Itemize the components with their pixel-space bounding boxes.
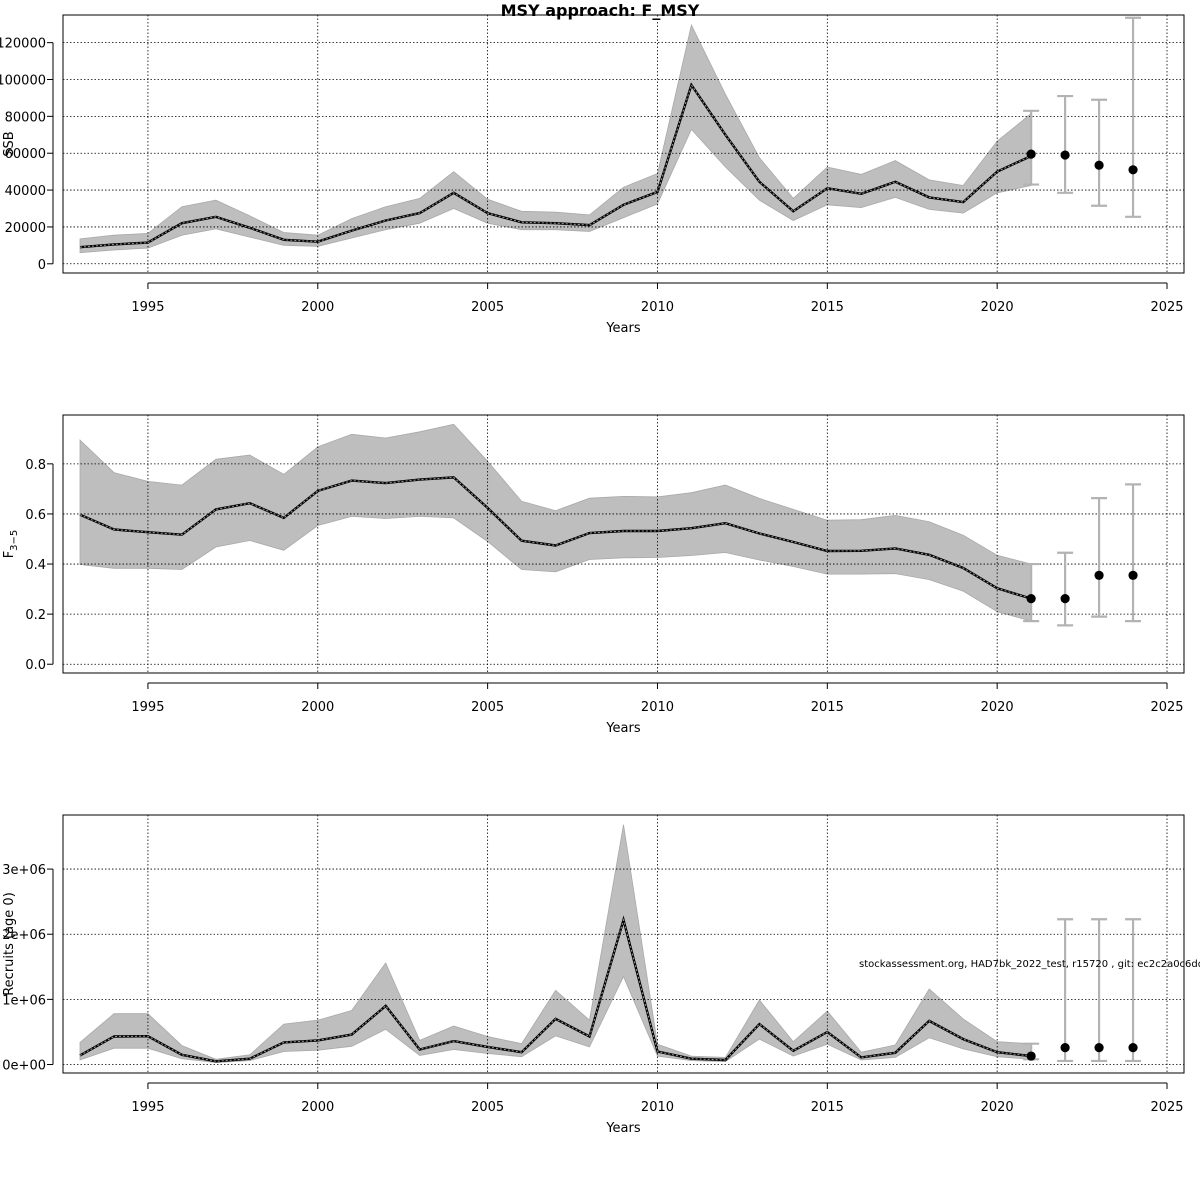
ssb-y-tick-label: 40000: [5, 184, 46, 199]
ssb-y-tick-label: 120000: [0, 37, 46, 52]
ssb-y-tick-label: 100000: [0, 74, 46, 89]
f-x-tick-label: 2015: [811, 700, 844, 715]
recruits-x-tick-label: 2025: [1150, 1100, 1183, 1115]
recruits-y-tick-label: 2e+06: [2, 928, 46, 943]
f-forecast-point: [1128, 570, 1138, 580]
ssb-y-tick-label: 0: [38, 258, 46, 273]
recruits-forecast-point: [1128, 1042, 1138, 1053]
recruits-y-tick-label: 3e+06: [2, 863, 46, 878]
ssb-forecast-point: [1128, 165, 1138, 175]
ssb-panel: 1995 2000 2005 2010 2015 2020 2025 Years 0 20000 4…: [0, 14, 1185, 336]
f-x-tick-label: 2020: [981, 700, 1014, 715]
recruits-x-tick-label: 1995: [131, 1100, 164, 1115]
recruits-y-tick-label: 0e+00: [2, 1059, 46, 1074]
ssb-estimate-dash: [79, 83, 1032, 248]
recruits-x-axis-label: Years: [605, 1121, 641, 1136]
f-y-tick-label: 0.0: [25, 658, 46, 673]
recruits-forecast-point: [1060, 1042, 1070, 1053]
ssb-y-tick-label: 20000: [5, 221, 46, 236]
f-x-tick-label: 2000: [301, 700, 334, 715]
recruits-x-tick-label: 2015: [811, 1100, 844, 1115]
recruits-panel: 1995 2000 2005 2010 2015 2020 2025 Years 0e+00 1e…: [2, 814, 1185, 1136]
f-x-tick-label: 1995: [131, 700, 164, 715]
ssb-x-axis-label: Years: [605, 321, 641, 336]
ssb-forecast-point: [1060, 150, 1070, 160]
recruits-x-tick-label: 2005: [471, 1100, 504, 1115]
ssb-x-tick-label: 2005: [471, 300, 504, 315]
ssb-y-axis-label: SSB: [2, 131, 17, 156]
recruits-y-tick-label: 1e+06: [2, 993, 46, 1008]
figure-title: MSY approach: F_MSY: [501, 1, 700, 20]
ssb-x-tick-label: 2000: [301, 300, 334, 315]
ssb-forecast-point: [1094, 160, 1104, 170]
f-y-tick-label: 0.2: [25, 608, 46, 623]
f-x-tick-label: 2005: [471, 700, 504, 715]
f-y-tick-label: 0.4: [25, 558, 46, 573]
recruits-x-tick-label: 2020: [981, 1100, 1014, 1115]
watermark-text: stockassessment.org, HAD7bk_2022_test, r…: [859, 959, 1200, 970]
ssb-x-tick-label: 1995: [131, 300, 164, 315]
recruits-confidence-band: [79, 824, 1032, 1064]
f-y-tick-label: 0.8: [25, 458, 46, 473]
recruits-y-axis-label: Recruits (age 0): [2, 892, 17, 996]
recruits-x-tick-label: 2010: [641, 1100, 674, 1115]
recruits-x-tick-label: 2000: [301, 1100, 334, 1115]
recruits-estimate-dash: [79, 918, 1032, 1062]
f-y-tick-label: 0.6: [25, 508, 46, 523]
f-panel: 1995 2000 2005 2010 2015 2020 2025 Years 0.0 0.2 0…: [2, 414, 1185, 736]
ssb-x-tick-label: 2015: [811, 300, 844, 315]
recruits-forecast-point: [1094, 1042, 1104, 1053]
f-forecast-point: [1060, 594, 1070, 604]
f-plot-frame: [62, 414, 1185, 674]
f-confidence-band: [79, 423, 1032, 622]
f-x-tick-label: 2010: [641, 700, 674, 715]
f-x-tick-label: 2025: [1150, 700, 1183, 715]
ssb-x-tick-label: 2010: [641, 300, 674, 315]
ssb-y-tick-label: 80000: [5, 110, 46, 125]
ssb-x-tick-label: 2020: [981, 300, 1014, 315]
f-forecast-point: [1026, 594, 1036, 604]
ssb-x-tick-label: 2025: [1150, 300, 1183, 315]
f-forecast-point: [1094, 570, 1104, 580]
f-x-axis-label: Years: [605, 721, 641, 736]
recruits-plot-frame: [62, 814, 1185, 1074]
ssb-plot-frame: [62, 14, 1185, 274]
recruits-forecast-point: [1026, 1051, 1036, 1061]
f-estimate-line: [79, 476, 1032, 600]
ssb-y-tick-label: 60000: [5, 147, 46, 162]
ssb-forecast-point: [1026, 149, 1036, 159]
f-y-axis-label: F3−5: [2, 530, 20, 559]
